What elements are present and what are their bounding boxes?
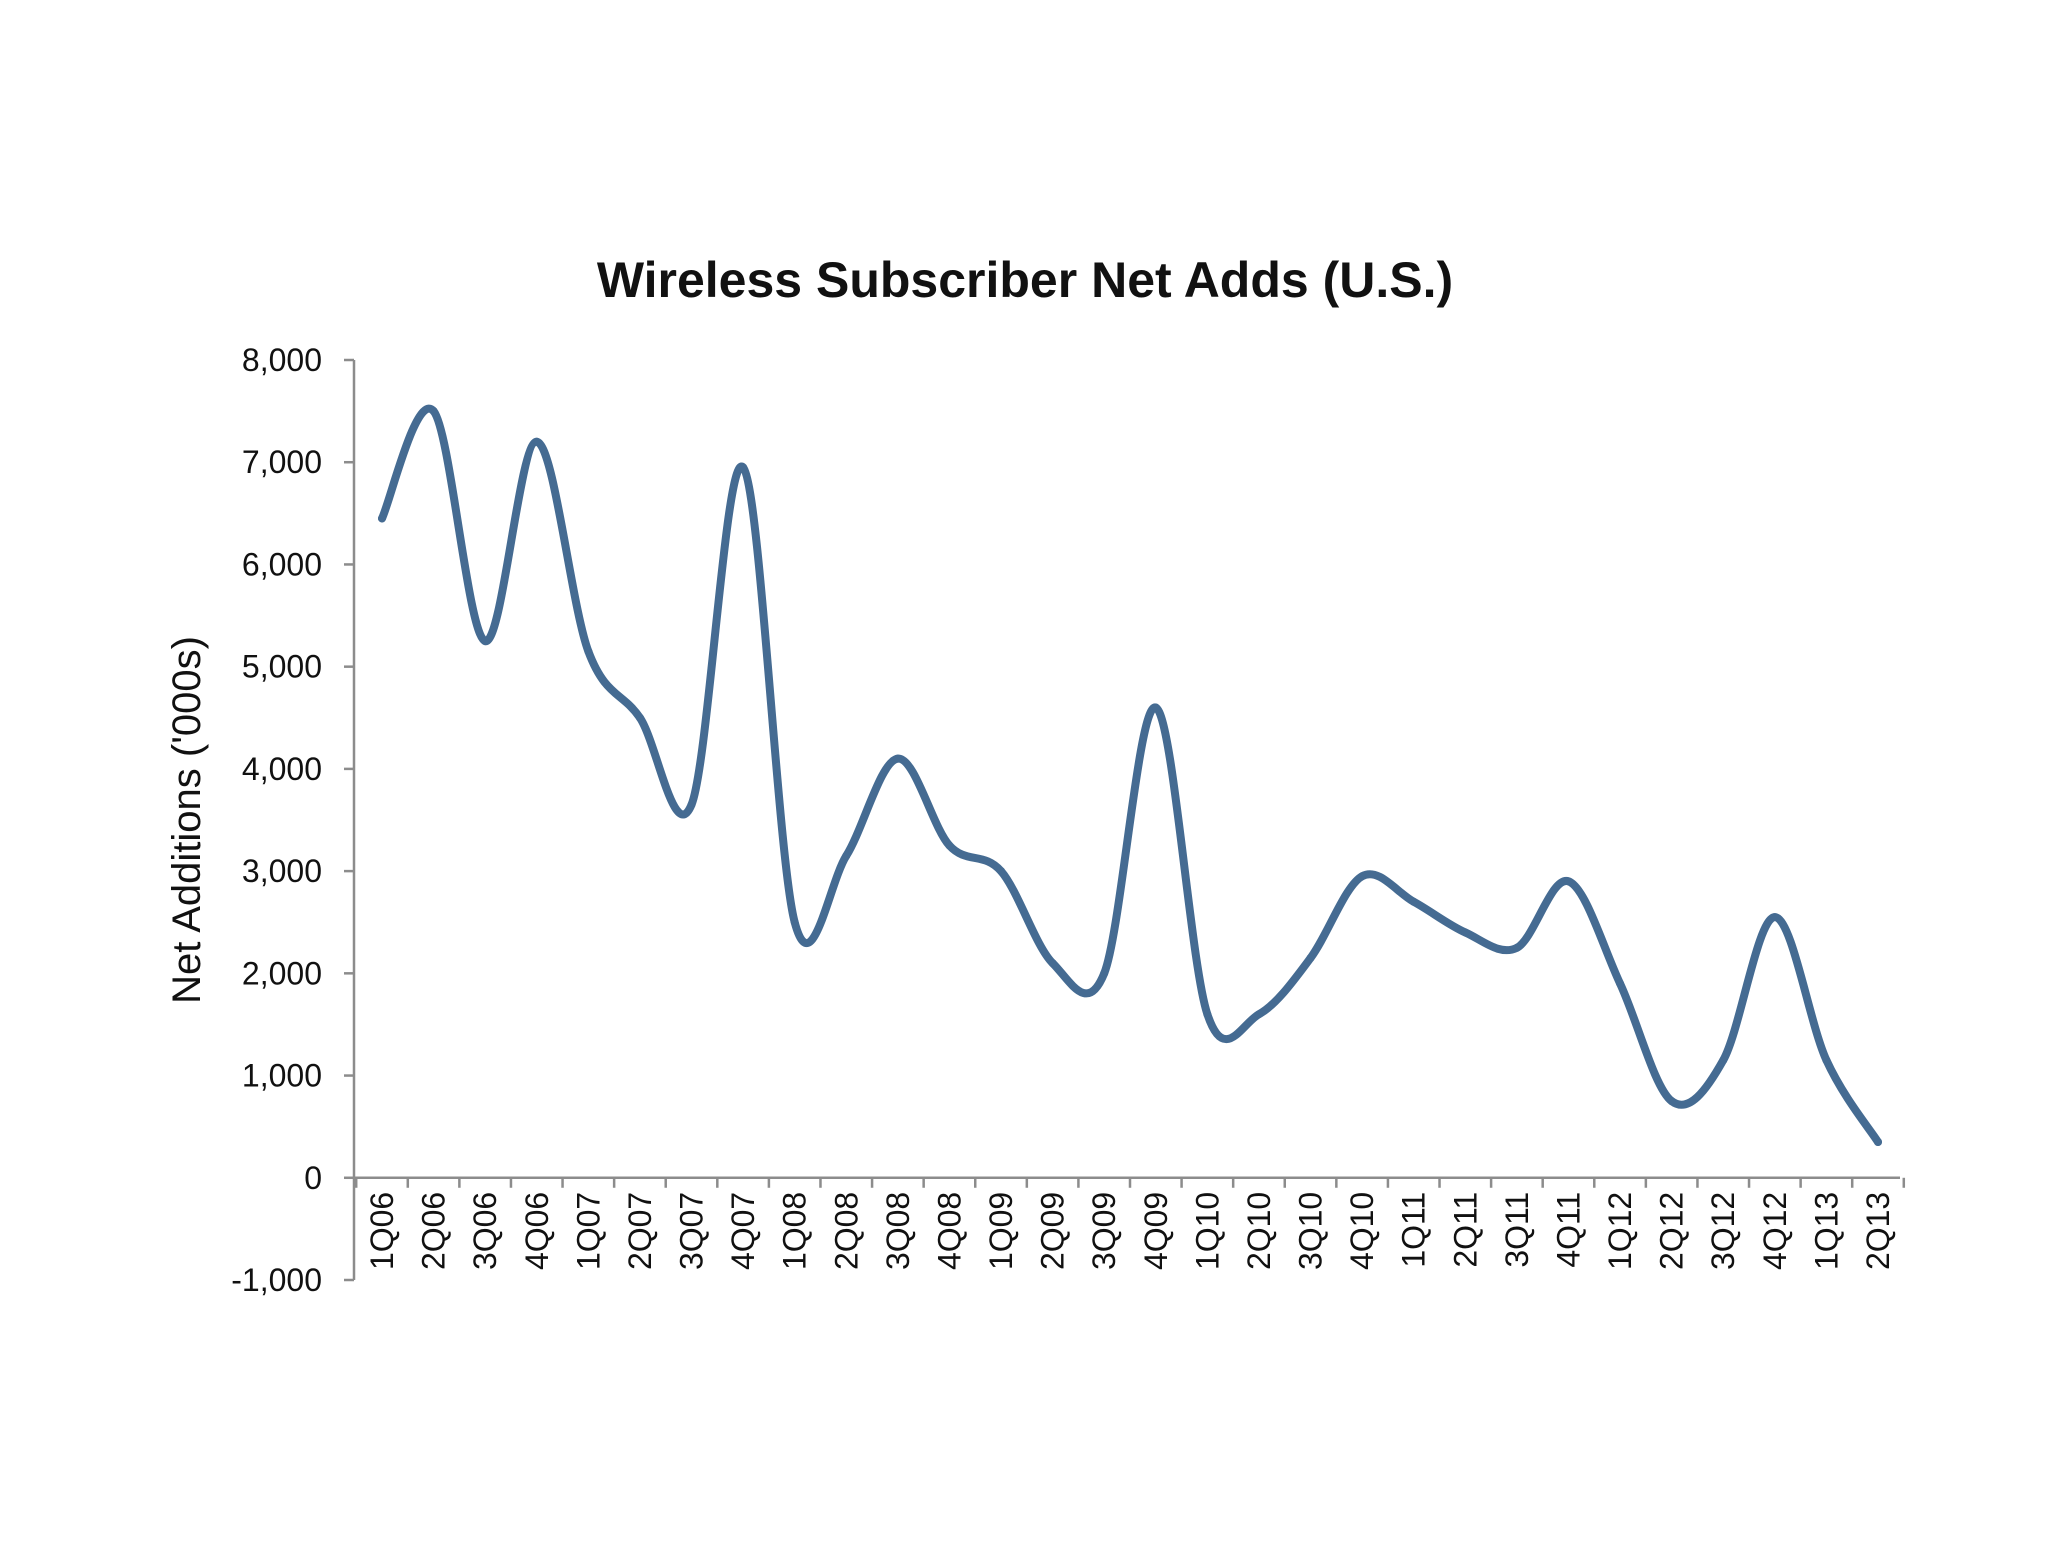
x-tick-label: 4Q10 bbox=[1344, 1192, 1380, 1270]
y-tick-label: -1,000 bbox=[231, 1262, 322, 1298]
y-tick-label: 4,000 bbox=[242, 751, 322, 787]
x-tick-label: 3Q07 bbox=[674, 1192, 710, 1270]
data-point bbox=[1461, 928, 1470, 937]
y-tick-label: 1,000 bbox=[242, 1058, 322, 1094]
data-point bbox=[1254, 1010, 1263, 1019]
data-point bbox=[893, 754, 902, 763]
x-tick-label: 1Q08 bbox=[777, 1192, 813, 1270]
x-tick-label: 3Q06 bbox=[467, 1192, 503, 1270]
data-point bbox=[790, 918, 799, 927]
y-ticks: -1,000 0 1,000 2,000 3,000 4,000 5,000 6,000 7,0… bbox=[231, 342, 354, 1298]
y-tick-label: 3,000 bbox=[242, 853, 322, 889]
data-point bbox=[635, 713, 644, 722]
x-tick-label: 1Q10 bbox=[1189, 1192, 1225, 1270]
y-axis-label: Net Additions ('000s) bbox=[165, 636, 209, 1004]
y-tick-label: 2,000 bbox=[242, 955, 322, 991]
data-point bbox=[532, 437, 541, 446]
y-tick-label: 7,000 bbox=[242, 444, 322, 480]
data-point bbox=[584, 647, 593, 656]
axes bbox=[352, 360, 1900, 1280]
data-point bbox=[997, 867, 1006, 876]
x-tick-label: 3Q12 bbox=[1705, 1192, 1741, 1270]
data-point bbox=[945, 841, 954, 850]
x-tick-label: 3Q10 bbox=[1293, 1192, 1329, 1270]
x-tick-label: 4Q06 bbox=[519, 1192, 555, 1270]
series bbox=[378, 404, 1882, 1146]
x-tick-label: 2Q07 bbox=[622, 1192, 658, 1270]
data-point bbox=[842, 851, 851, 860]
x-tick-label: 3Q08 bbox=[880, 1192, 916, 1270]
y-tick-label: 6,000 bbox=[242, 546, 322, 582]
data-point bbox=[1719, 1056, 1728, 1065]
data-point bbox=[1100, 969, 1109, 978]
data-point bbox=[1564, 877, 1573, 886]
x-tick-label: 1Q07 bbox=[570, 1192, 606, 1270]
data-point bbox=[1048, 959, 1057, 968]
data-point bbox=[1306, 954, 1315, 962]
data-point bbox=[1409, 897, 1418, 906]
x-tick-label: 1Q06 bbox=[364, 1192, 400, 1270]
x-tick-label: 4Q12 bbox=[1757, 1192, 1793, 1270]
data-point bbox=[739, 463, 748, 472]
x-tick-label: 1Q13 bbox=[1808, 1192, 1844, 1270]
data-point bbox=[687, 800, 696, 809]
x-tick-label: 1Q09 bbox=[983, 1192, 1019, 1270]
x-tick-label: 4Q11 bbox=[1550, 1192, 1586, 1268]
data-point bbox=[1616, 979, 1625, 988]
data-point bbox=[1512, 943, 1521, 952]
data-point bbox=[429, 407, 438, 416]
x-tick-label: 3Q11 bbox=[1499, 1192, 1535, 1268]
data-point bbox=[1770, 913, 1779, 922]
chart-title: Wireless Subscriber Net Adds (U.S.) bbox=[597, 252, 1453, 308]
x-tick-label: 2Q08 bbox=[828, 1192, 864, 1270]
x-tick-label: 2Q12 bbox=[1654, 1192, 1690, 1270]
y-tick-label: 8,000 bbox=[242, 342, 322, 378]
x-tick-label: 1Q11 bbox=[1396, 1192, 1432, 1268]
data-point bbox=[1358, 872, 1367, 881]
x-ticks: 1Q06 2Q06 3Q06 4Q06 1Q07 2Q07 3Q07 4Q07 1Q08 2Q08… bbox=[354, 1177, 1906, 1270]
x-tick-label: 2Q13 bbox=[1860, 1192, 1896, 1270]
x-tick-label: 4Q07 bbox=[725, 1192, 761, 1270]
data-point bbox=[481, 637, 490, 646]
x-tick-label: 2Q10 bbox=[1241, 1192, 1277, 1270]
data-point bbox=[1822, 1056, 1831, 1065]
x-tick-label: 2Q06 bbox=[416, 1192, 452, 1270]
x-tick-label: 2Q09 bbox=[1035, 1192, 1071, 1270]
y-tick-label: 0 bbox=[304, 1160, 322, 1196]
data-point bbox=[378, 514, 386, 523]
y-tick-label: 5,000 bbox=[242, 649, 322, 685]
x-tick-label: 4Q08 bbox=[931, 1192, 967, 1270]
data-point bbox=[1203, 1010, 1212, 1019]
x-tick-label: 4Q09 bbox=[1138, 1192, 1174, 1270]
data-point bbox=[1667, 1097, 1676, 1106]
x-tick-label: 2Q11 bbox=[1447, 1192, 1483, 1268]
data-point bbox=[1151, 703, 1160, 712]
data-point bbox=[1874, 1138, 1882, 1146]
series-line bbox=[378, 404, 1882, 1146]
x-tick-label: 3Q09 bbox=[1086, 1192, 1122, 1270]
x-tick-label: 1Q12 bbox=[1602, 1192, 1638, 1270]
